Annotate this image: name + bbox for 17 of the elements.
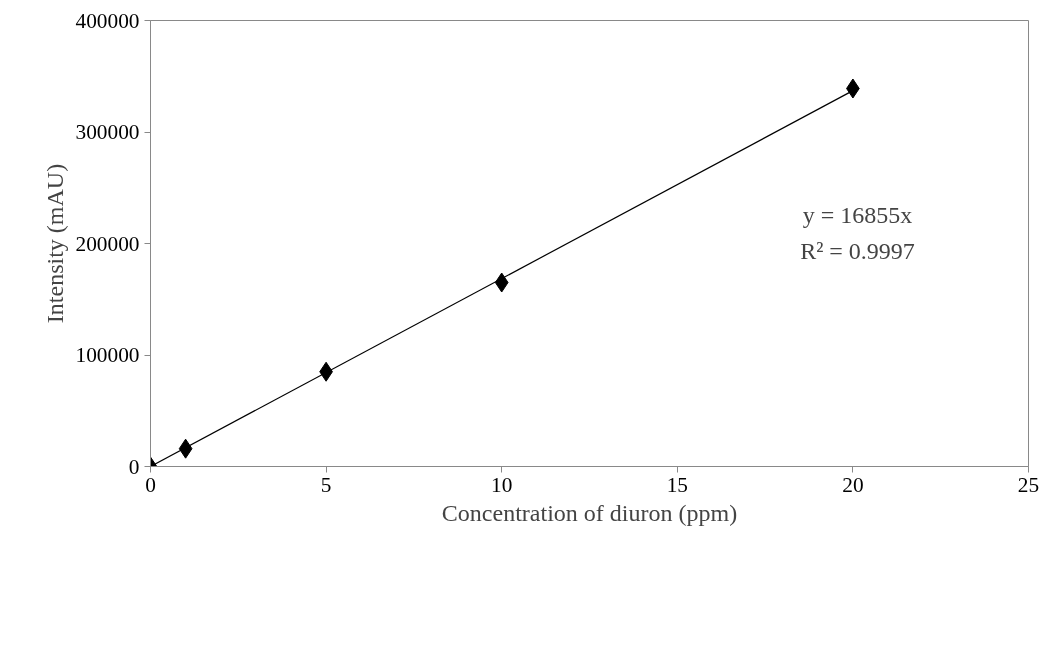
x-tick-label: 20 <box>842 472 864 497</box>
y-tick-label: 100000 <box>75 343 140 367</box>
annotation: y = 16855x <box>802 201 913 228</box>
point <box>494 272 509 293</box>
x-tick-label: 25 <box>1017 472 1040 497</box>
y-tick-label: 300000 <box>75 120 140 144</box>
x-tick-label: 15 <box>666 472 688 497</box>
x-tick-label: 10 <box>491 472 513 497</box>
y-tick-label: 200000 <box>75 231 140 256</box>
x-tick-label: 0 <box>145 472 156 497</box>
y-tick-label: 400000 <box>75 8 140 33</box>
x-axis-title: Concentration of diuron (ppm) <box>441 499 738 526</box>
point <box>178 438 193 459</box>
annotation: R² = 0.9997 <box>800 237 915 264</box>
y-axis-title: Intensity (mAU) <box>41 163 68 324</box>
x-tick-label: 5 <box>320 472 332 497</box>
y-tick-label: 0 <box>128 454 140 479</box>
